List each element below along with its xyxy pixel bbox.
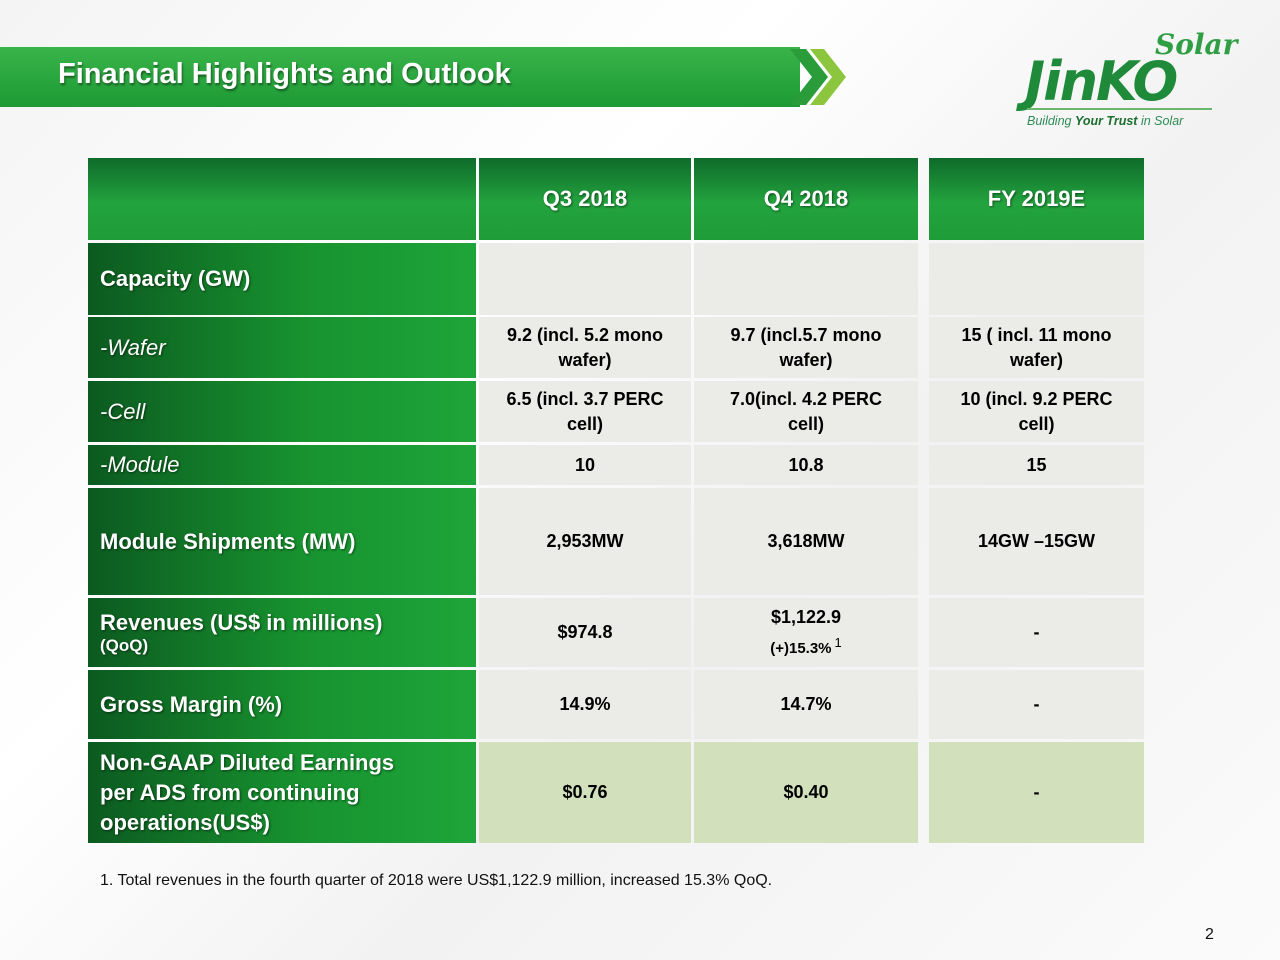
cell-fy-value: 10 (incl. 9.2 PERC cell) — [929, 381, 1144, 442]
revenues-fy-value: - — [929, 598, 1144, 667]
slide-title: Financial Highlights and Outlook — [58, 58, 511, 90]
row-label-gross-margin: Gross Margin (%) — [88, 670, 476, 739]
row-label-non-gaap-eps: Non-GAAP Diluted Earnings per ADS from c… — [88, 742, 476, 843]
column-header-q4-2018: Q4 2018 — [694, 158, 918, 240]
wafer-q4-value: 9.7 (incl.5.7 mono wafer) — [694, 317, 918, 378]
capacity-fy-cell — [929, 243, 1144, 315]
shipments-q3-value: 2,953MW — [479, 488, 691, 595]
eps-q4-value: $0.40 — [694, 742, 918, 843]
module-fy-value: 15 — [929, 445, 1144, 485]
footnote: 1. Total revenues in the fourth quarter … — [100, 872, 773, 889]
shipments-q4-value: 3,618MW — [694, 488, 918, 595]
jinko-solar-logo: Solar JinKO Building Your Trust in Solar — [1025, 28, 1245, 138]
row-label-revenues: Revenues (US$ in millions) (QoQ) — [88, 598, 476, 667]
capacity-q4-cell — [694, 243, 918, 315]
revenues-q4-qoq: (+)15.3% — [770, 639, 832, 657]
gross-margin-q3-value: 14.9% — [479, 670, 691, 739]
column-header-fy2019e: FY 2019E — [929, 158, 1144, 240]
wafer-q3-value: 9.2 (incl. 5.2 mono wafer) — [479, 317, 691, 378]
logo-tagline: Building Your Trust in Solar — [1027, 114, 1184, 128]
row-label-wafer: -Wafer — [88, 317, 476, 378]
row-label-module-shipments: Module Shipments (MW) — [88, 488, 476, 595]
gross-margin-fy-value: - — [929, 670, 1144, 739]
page-number: 2 — [1205, 926, 1214, 943]
module-q3-value: 10 — [479, 445, 691, 485]
title-bar — [0, 47, 800, 107]
revenues-qoq-label: (QoQ) — [100, 635, 149, 655]
row-label-capacity: Capacity (GW) — [88, 243, 476, 315]
column-header-q3-2018: Q3 2018 — [479, 158, 691, 240]
shipments-fy-value: 14GW –15GW — [929, 488, 1144, 595]
row-label-module: -Module — [88, 445, 476, 485]
logo-solar-text: Solar — [1155, 28, 1238, 61]
header-blank-cell — [88, 158, 476, 240]
module-q4-value: 10.8 — [694, 445, 918, 485]
logo-jinko-text: JinKO — [1025, 50, 1178, 113]
chevron-arrows-icon — [790, 49, 846, 105]
cell-q3-value: 6.5 (incl. 3.7 PERC cell) — [479, 381, 691, 442]
logo-rule — [1027, 108, 1212, 110]
revenues-label: Revenues (US$ in millions) — [100, 609, 383, 635]
cell-q4-value: 7.0(incl. 4.2 PERC cell) — [694, 381, 918, 442]
footnote-marker: 1 — [834, 634, 842, 650]
gross-margin-q4-value: 14.7% — [694, 670, 918, 739]
revenues-q3-value: $974.8 — [479, 598, 691, 667]
eps-fy-value: - — [929, 742, 1144, 843]
eps-q3-value: $0.76 — [479, 742, 691, 843]
revenues-q4-value: $1,122.9 (+)15.3% 1 — [694, 598, 918, 667]
wafer-fy-value: 15 ( incl. 11 mono wafer) — [929, 317, 1144, 378]
capacity-q3-cell — [479, 243, 691, 315]
row-label-cell: -Cell — [88, 381, 476, 442]
